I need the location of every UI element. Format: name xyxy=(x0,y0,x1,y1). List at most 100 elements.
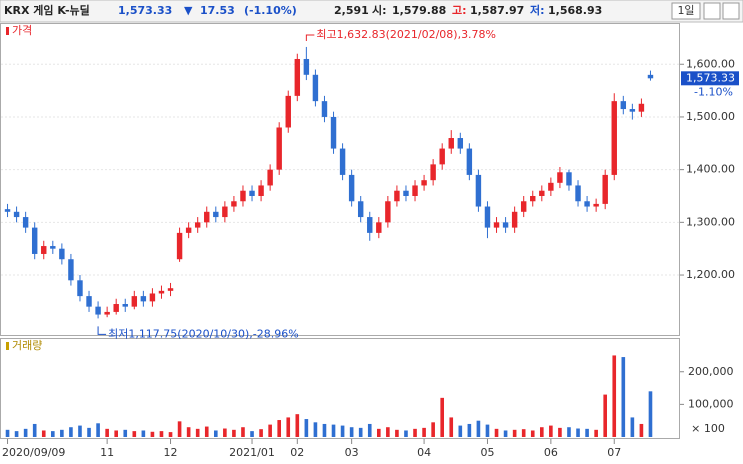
volume-bar xyxy=(177,421,182,437)
candle-body xyxy=(303,58,310,75)
candle-body xyxy=(22,217,29,228)
max-annotation: 최고1,632.83(2021/02/08),3.78% xyxy=(316,28,496,41)
volume-bar xyxy=(32,423,37,437)
candle-body xyxy=(638,103,645,112)
volume-legend-marker xyxy=(6,342,9,350)
volume-bar xyxy=(268,424,272,437)
volume-bar xyxy=(621,357,626,437)
volume-bar xyxy=(132,431,137,437)
high: 1,587.97 xyxy=(470,4,524,17)
volume-bar xyxy=(367,423,372,437)
open: 1,579.88 xyxy=(392,4,446,17)
candle-body xyxy=(149,293,156,302)
change-pct: (-1.10%) xyxy=(244,4,297,17)
candle-body xyxy=(95,306,101,315)
volume-bar xyxy=(376,428,381,437)
volume-bar xyxy=(250,431,254,437)
candle-body xyxy=(593,203,599,207)
volume-bar xyxy=(159,431,164,437)
period-button[interactable] xyxy=(671,2,701,20)
volume-bar xyxy=(241,427,245,437)
candle-body xyxy=(185,227,192,233)
volume-bar xyxy=(567,427,571,437)
candle-body xyxy=(475,174,482,207)
volume-bar xyxy=(358,427,363,437)
arrow: ▼ xyxy=(184,4,193,17)
candle-body xyxy=(31,227,38,254)
volume-bar xyxy=(204,426,209,437)
candle-body xyxy=(167,288,174,291)
volume-bar xyxy=(313,422,318,437)
volume-unit: × 100 xyxy=(691,422,725,435)
open-label: 시: xyxy=(372,4,387,17)
volume-bar xyxy=(386,427,390,437)
high-label: 고: xyxy=(452,4,467,17)
candle-body xyxy=(493,222,500,228)
candle-body xyxy=(539,190,545,196)
candle-body xyxy=(231,201,237,207)
x-tick-label: 04 xyxy=(417,446,431,459)
candle-body xyxy=(13,211,20,218)
volume-bar xyxy=(277,420,282,437)
candle-body xyxy=(466,148,473,175)
volume-bar xyxy=(603,394,608,437)
volume-bar xyxy=(576,428,580,437)
x-tick-label: 2021/01 xyxy=(229,446,275,459)
volume-bar xyxy=(78,425,82,437)
candle-body xyxy=(204,211,210,223)
volume-bar xyxy=(186,427,191,437)
candle-body xyxy=(376,222,382,233)
candle-body xyxy=(213,211,219,218)
candle-body xyxy=(394,190,400,202)
candle-body xyxy=(502,222,509,228)
volume-bar xyxy=(331,424,336,437)
volume-bar xyxy=(123,429,128,437)
candle-body xyxy=(439,148,445,165)
volume-bar xyxy=(286,417,291,437)
volume-bar xyxy=(96,423,100,437)
volume-bar xyxy=(150,431,155,437)
volume-bar xyxy=(50,431,55,437)
volume-bar xyxy=(539,427,544,437)
price: 1,573.33 xyxy=(118,4,172,17)
candle-body xyxy=(511,211,518,228)
volume-bar xyxy=(69,427,73,437)
candle-body xyxy=(50,246,56,249)
candle-body xyxy=(647,74,654,79)
candle-body xyxy=(276,127,282,170)
candle-body xyxy=(59,248,65,260)
index-name: KRX 게임 K-뉴딜 xyxy=(4,3,90,17)
volume-pane xyxy=(0,338,680,439)
x-tick-label: 12 xyxy=(164,446,178,459)
y-tick-label: 100,000 xyxy=(688,397,734,410)
volume-bar xyxy=(521,429,526,437)
volume-bar xyxy=(41,430,46,437)
volume-bar xyxy=(259,429,263,437)
y-tick-label: 1,400.00 xyxy=(686,163,735,176)
low: 1,568.93 xyxy=(548,4,602,17)
volume-bar xyxy=(232,429,236,437)
candle-body xyxy=(321,101,328,117)
candle-body xyxy=(330,116,337,149)
volume-bar xyxy=(105,428,109,437)
volume-bar xyxy=(141,430,146,437)
volume-bar xyxy=(612,355,617,437)
volume-bar xyxy=(195,428,200,437)
minimize-button[interactable] xyxy=(703,2,721,20)
volume-bar xyxy=(304,419,309,437)
candle-body xyxy=(448,138,454,149)
last-price-box xyxy=(681,71,739,86)
volume-bar xyxy=(213,430,218,437)
candle-body xyxy=(575,185,581,202)
volume-bar xyxy=(440,397,445,437)
volume-bar xyxy=(404,430,408,437)
candle-body xyxy=(122,304,128,307)
volume-bar xyxy=(23,428,28,437)
x-tick-label: 06 xyxy=(544,446,558,459)
volume-bar xyxy=(5,429,10,437)
volume-bar xyxy=(223,428,227,437)
close-button[interactable] xyxy=(722,2,740,20)
volume-bar xyxy=(395,429,399,437)
volume-bar xyxy=(422,427,426,437)
